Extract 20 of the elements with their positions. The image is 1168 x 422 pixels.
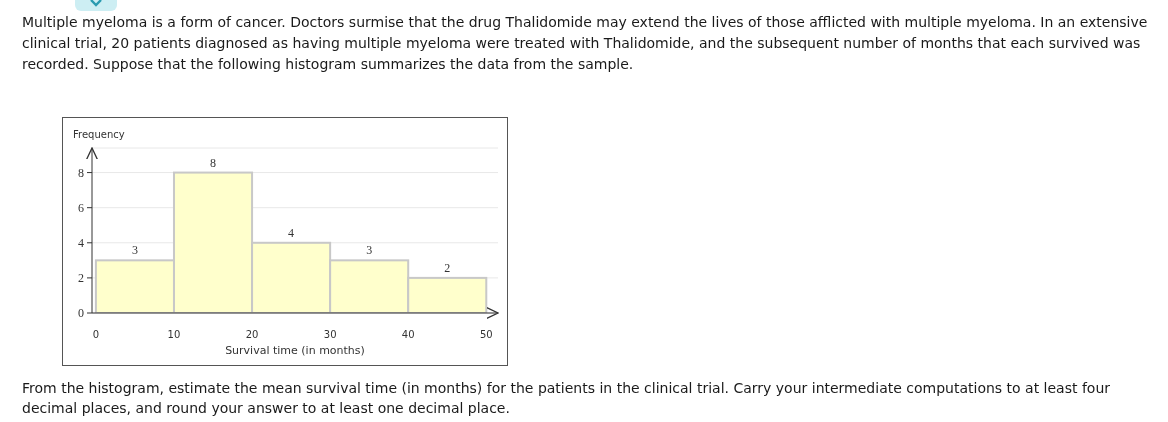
data-label: 4 (288, 225, 295, 240)
y-axis-title: Frequency (73, 129, 125, 141)
x-tick-label: 30 (323, 329, 337, 341)
data-label: 3 (366, 243, 373, 258)
x-tick-label: 40 (401, 329, 415, 341)
x-tick-label: 10 (167, 329, 181, 341)
data-label: 3 (131, 243, 138, 258)
data-label: 8 (209, 155, 216, 170)
x-tick-label: 0 (92, 329, 100, 341)
text: From the histogram, estimate the mean survival time (in months) for the patients in the clinical trial. Carry your intermediate computations to at least four decimal places, and round your answer to at least one decimal place. (22, 379, 1112, 418)
x-tick-label: 20 (245, 329, 259, 341)
y-tick-label: 4 (78, 236, 84, 251)
data-label: 2 (444, 260, 451, 275)
y-tick-label: 2 (78, 271, 84, 286)
y-tick-label: 8 (78, 165, 84, 180)
x-tick-label: 50 (479, 329, 493, 341)
text: Multiple myeloma is a form of cancer. Doctors surmise that the drug Thalidomide may extend the lives of those afflicted with multiple myeloma. In an extensive clinical trial, 20 patients diagnosed as having multiple myeloma were treated with Thalidomide, and the subsequent number of months that each survived was recorded. Suppose that the following histogram summarizes the data from the sample. (22, 13, 1149, 74)
y-tick-label: 6 (78, 200, 84, 215)
y-tick-label: 0 (78, 306, 84, 321)
x-axis-title: Survival time (in months) (225, 344, 365, 357)
